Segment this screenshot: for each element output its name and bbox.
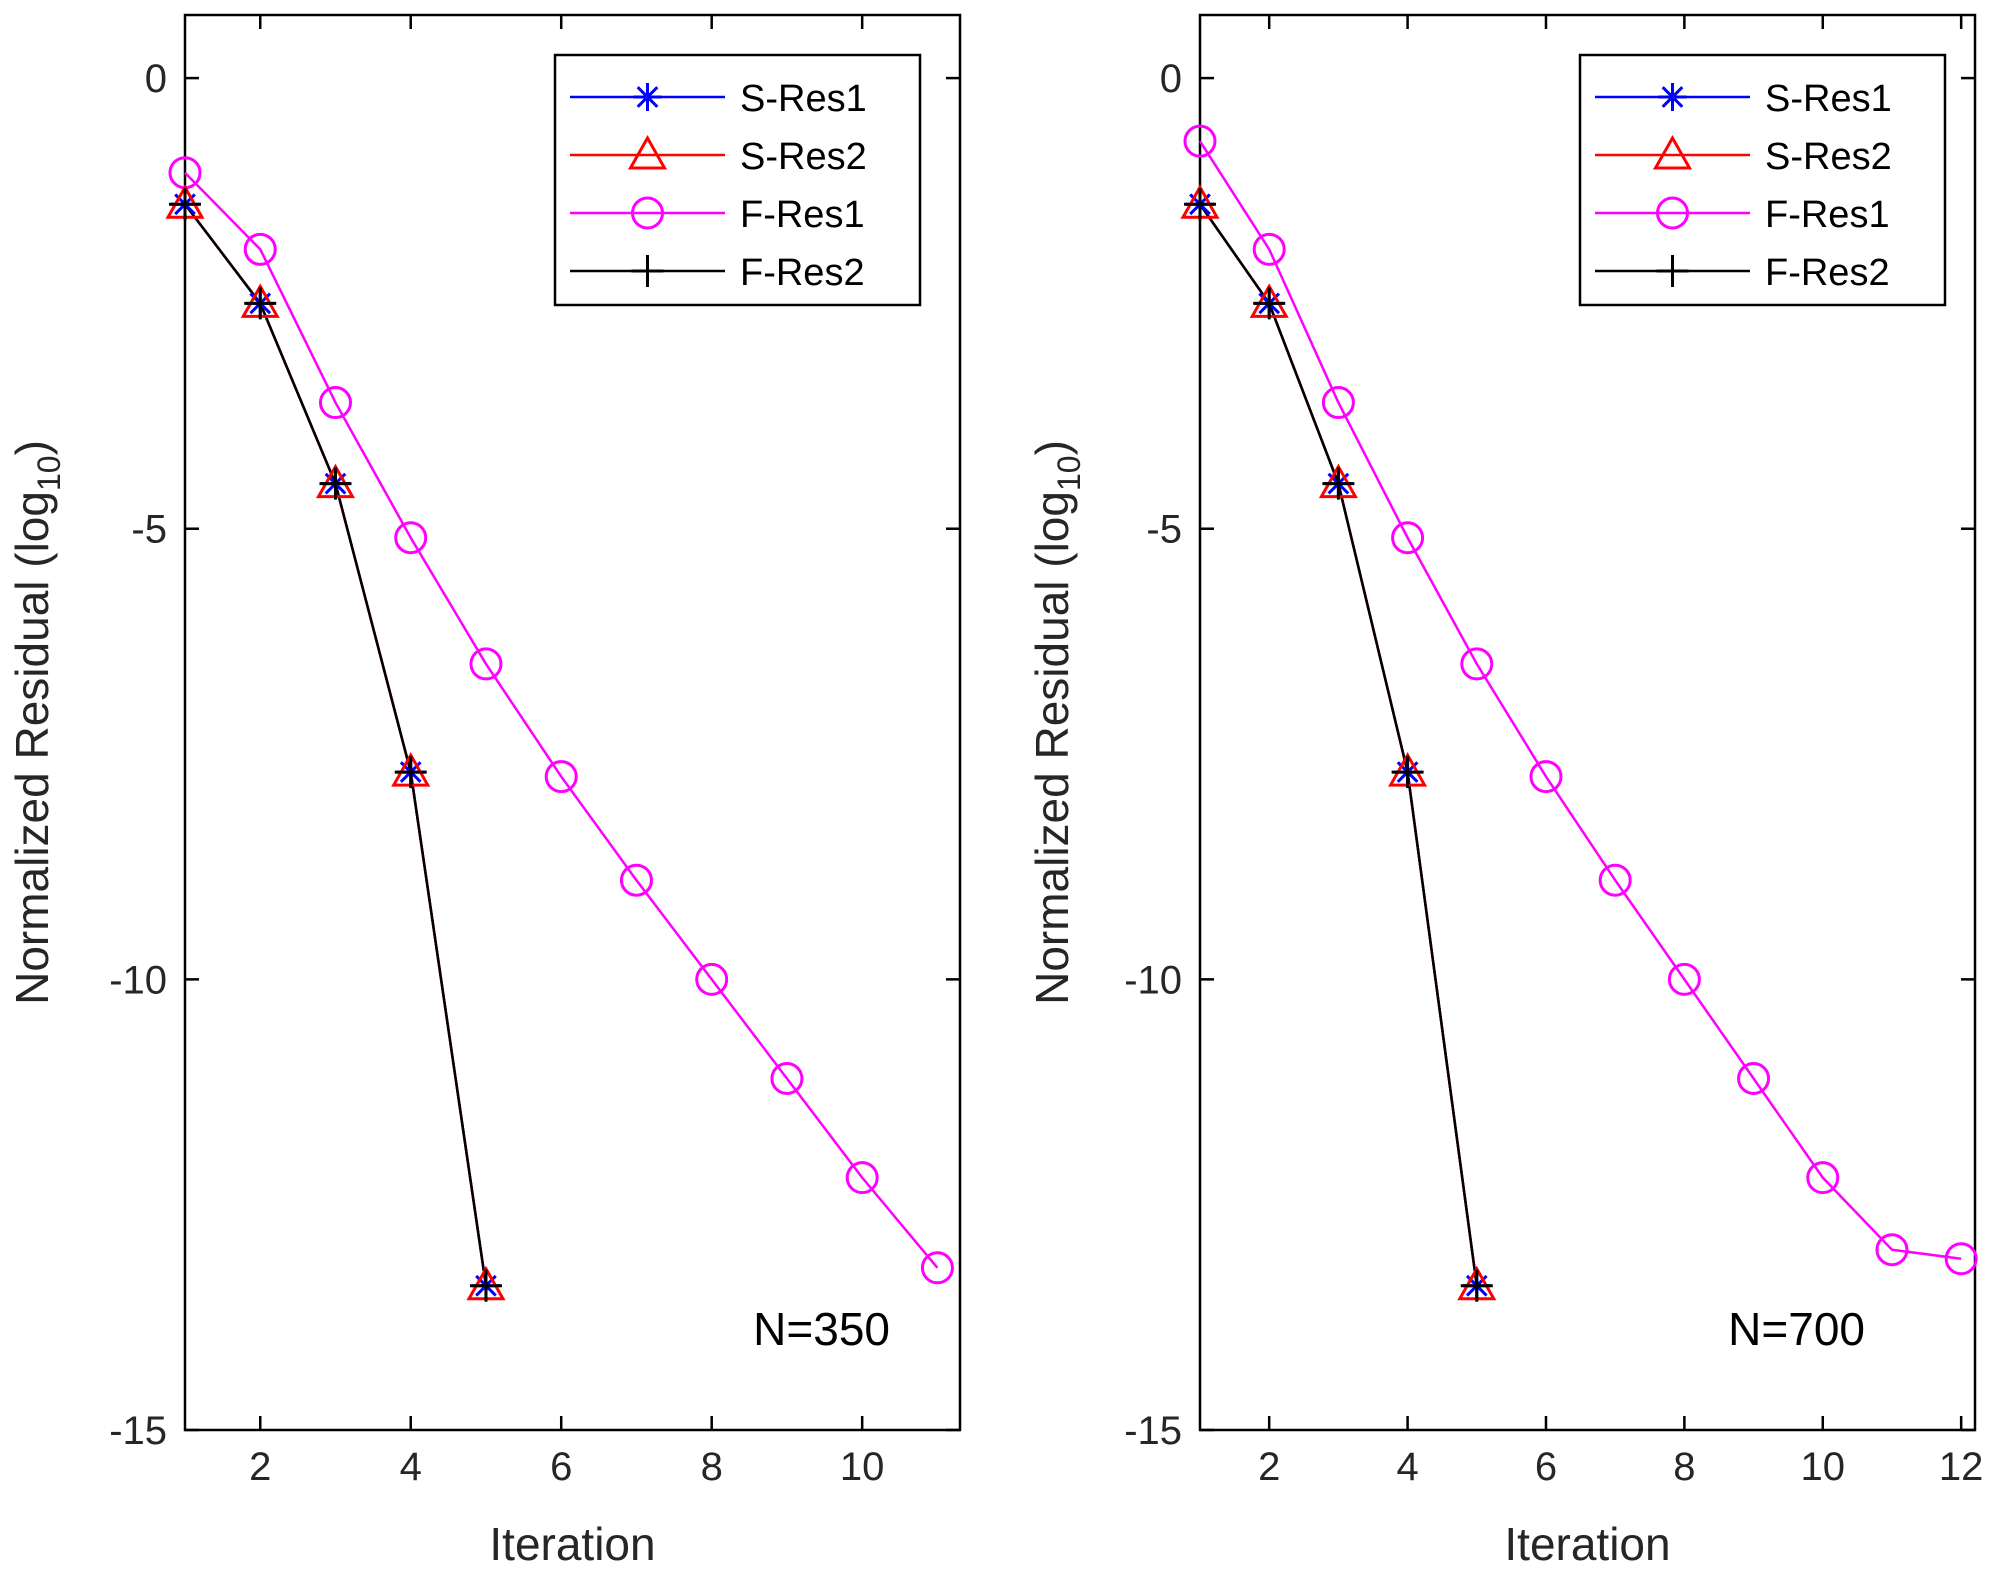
x-tick-label: 8 [701,1445,723,1489]
y-axis-label-main: Normalized Residual (log [1026,491,1078,1005]
data-point-F-Res1 [1460,647,1494,681]
annotation-label: N=350 [753,1303,890,1355]
data-point-F-Res1 [770,1062,804,1096]
y-axis-label: Normalized Residual (log10) [1026,440,1087,1005]
data-point-F-Res1 [1391,521,1425,555]
x-tick-label: 2 [1258,1445,1280,1489]
series-line-F-Res1 [184,171,939,1269]
x-tick-label: 6 [550,1445,572,1489]
data-point-F-Res1 [920,1251,954,1285]
data-point-F-Res1 [1875,1233,1909,1267]
data-point-F-Res2 [394,756,427,789]
data-point-F-Res2 [1460,1269,1493,1302]
y-axis-label-subscript: 10 [1051,455,1087,491]
data-point-F-Res1 [318,386,352,420]
chart-panel-2: 2 4 6 8 10 12 0 -5 -10 -15 Iteration Normalized Res… [1026,13,1984,1570]
legend-label-S-Res1: S-Res1 [740,78,867,120]
series-line-F-Res1 [1198,140,1962,1260]
legend-marker-S-Res1 [633,83,662,111]
data-point-F-Res2 [1322,467,1355,500]
data-point-F-Res2 [244,287,277,320]
y-tick-label: 0 [1160,57,1182,101]
data-point-F-Res1 [1529,760,1563,794]
y-tick-label: -15 [1124,1409,1182,1453]
data-point-F-Res1 [1598,863,1632,897]
x-tick-label: 10 [840,1445,885,1489]
data-point-F-Res1 [1321,386,1355,420]
data-point-F-Res1 [394,521,428,555]
data-point-F-Res1 [1737,1062,1771,1096]
x-tick-label: 4 [400,1445,422,1489]
y-axis-label-subscript: 10 [31,455,67,491]
legend-marker-S-Res2 [627,134,668,170]
x-tick-label: 6 [1535,1445,1557,1489]
x-axis-label: Iteration [1504,1518,1670,1570]
legend-label-F-Res1: F-Res1 [740,194,865,236]
legend-marker-F-Res1 [1656,196,1689,230]
y-axis-label-close: ) [1026,440,1078,455]
x-tick-label: 4 [1396,1445,1418,1489]
annotation-label: N=700 [1728,1303,1865,1355]
data-point-F-Res2 [319,467,352,500]
legend-marker-F-Res2 [1656,255,1689,287]
legend-label-S-Res2: S-Res2 [740,136,867,178]
legend-label-F-Res1: F-Res1 [1765,194,1890,236]
data-point-F-Res1 [544,760,578,794]
legend-marker-F-Res1 [631,196,664,230]
y-axis-label: Normalized Residual (log10) [6,440,67,1005]
legend-label-S-Res2: S-Res2 [1765,136,1892,178]
data-point-F-Res2 [1184,188,1216,221]
data-point-F-Res2 [1253,287,1286,320]
data-point-F-Res1 [1667,962,1701,996]
x-axis-label: Iteration [489,1518,655,1570]
legend: S-Res1 S-Res2 F-Res1 F-Res2 [553,53,922,307]
data-point-F-Res1 [619,863,653,897]
x-tick-label: 8 [1673,1445,1695,1489]
legend-marker-F-Res2 [631,255,664,287]
y-axis-label-close: ) [6,440,58,455]
data-point-F-Res1 [469,647,503,681]
y-axis-label-main: Normalized Residual (log [6,491,58,1005]
x-tick-label: 12 [1939,1445,1984,1489]
data-point-F-Res2 [1391,756,1424,789]
data-point-F-Res1 [695,962,729,996]
legend-label-F-Res2: F-Res2 [1765,252,1890,294]
x-tick-label: 10 [1801,1445,1846,1489]
chart-panel-1: 2 4 6 8 10 0 -5 -10 -15 Iteration Normalized Resid… [6,13,962,1570]
y-tick-label: 0 [145,57,167,101]
data-point-F-Res1 [1252,232,1286,266]
data-point-F-Res1 [243,232,277,266]
data-point-F-Res2 [169,188,201,221]
legend-label-S-Res1: S-Res1 [1765,78,1892,120]
data-point-F-Res1 [1183,124,1217,158]
data-point-F-Res2 [469,1269,502,1302]
legend-marker-S-Res1 [1658,83,1687,111]
y-tick-label: -5 [1146,508,1182,552]
data-point-F-Res1 [845,1161,879,1195]
y-tick-label: -10 [109,958,167,1002]
legend-marker-S-Res2 [1652,134,1693,170]
y-tick-label: -15 [109,1409,167,1453]
y-tick-label: -10 [1124,958,1182,1002]
x-tick-label: 2 [249,1445,271,1489]
data-point-F-Res1 [1806,1161,1840,1195]
legend-label-F-Res2: F-Res2 [740,252,865,294]
legend: S-Res1 S-Res2 F-Res1 F-Res2 [1578,53,1947,307]
y-tick-label: -5 [131,508,167,552]
data-point-F-Res1 [1944,1242,1978,1276]
